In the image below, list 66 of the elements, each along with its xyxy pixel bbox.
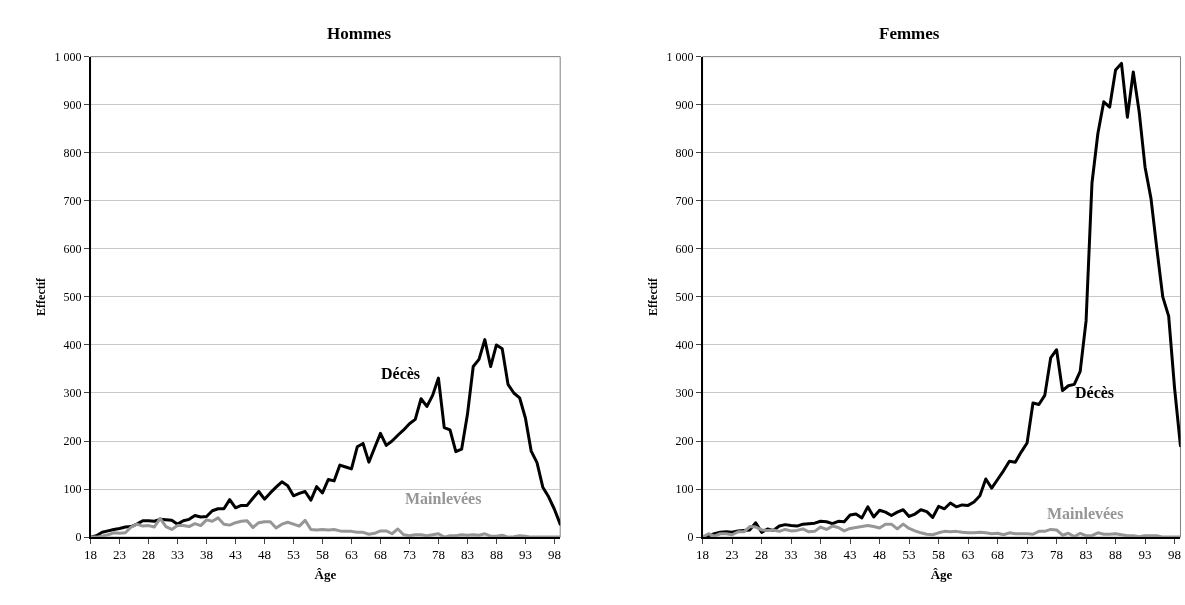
x-tick-label: 68: [991, 547, 1005, 563]
x-tick-label: 88: [1109, 547, 1123, 563]
x-tick-label: 48: [258, 547, 271, 563]
x-tick-label: 33: [171, 547, 185, 563]
x-tick-label: 38: [814, 547, 828, 563]
x-tick-label: 83: [1079, 547, 1093, 563]
x-tick-label: 58: [932, 547, 946, 563]
x-tick-label: 88: [489, 547, 503, 563]
y-tick-label: 100: [63, 482, 82, 497]
y-tick-label: 300: [63, 386, 82, 401]
x-tick-label: 63: [344, 547, 358, 563]
x-tick-label: 78: [1050, 547, 1064, 563]
y-tick-label: 600: [675, 242, 694, 257]
x-tick-label: 58: [315, 547, 329, 563]
y-tick-label: 400: [63, 338, 82, 353]
x-tick-label: 18: [84, 547, 98, 563]
x-tick-label: 18: [696, 547, 710, 563]
y-tick-label: 200: [675, 434, 694, 449]
y-tick-label: 0: [75, 530, 82, 545]
x-axis-title: Âge: [930, 566, 953, 582]
x-tick-label: 53: [286, 547, 300, 563]
series-label: Mainlevées: [1047, 505, 1124, 522]
x-tick-label: 93: [1138, 547, 1152, 563]
x-tick-label: 48: [873, 547, 887, 563]
x-axis-title: Âge: [314, 566, 337, 582]
x-tick-label: 98: [547, 547, 561, 563]
x-tick-label: 28: [755, 547, 769, 563]
y-tick-label: 1 000: [54, 49, 82, 64]
series-label: Décès: [1075, 384, 1115, 401]
x-tick-label: 68: [373, 547, 387, 563]
y-tick-label: 500: [675, 290, 694, 305]
chart-title: Hommes: [327, 24, 392, 43]
y-tick-label: 600: [63, 242, 82, 257]
x-tick-label: 38: [200, 547, 214, 563]
y-tick-label: 700: [675, 193, 694, 208]
y-tick-label: 100: [675, 482, 694, 497]
x-tick-label: 23: [725, 547, 739, 563]
x-tick-label: 53: [902, 547, 916, 563]
y-tick-label: 900: [63, 97, 82, 112]
x-tick-label: 43: [229, 547, 243, 563]
x-tick-label: 43: [843, 547, 857, 563]
x-tick-label: 23: [113, 547, 127, 563]
y-tick-label: 500: [63, 290, 82, 305]
y-tick-label: 800: [675, 145, 694, 160]
y-axis-title: Effectif: [34, 276, 49, 316]
x-tick-label: 78: [431, 547, 445, 563]
y-tick-label: 1 000: [666, 49, 694, 64]
y-axis-title: Effectif: [646, 276, 661, 316]
x-tick-label: 98: [1168, 547, 1182, 563]
x-tick-label: 73: [402, 547, 416, 563]
y-tick-label: 700: [63, 193, 82, 208]
y-tick-label: 900: [675, 97, 694, 112]
x-tick-label: 73: [1020, 547, 1034, 563]
series-label: Décès: [381, 365, 421, 382]
y-tick-label: 200: [63, 434, 82, 449]
chart-title: Femmes: [879, 24, 940, 43]
y-tick-label: 400: [675, 338, 694, 353]
x-tick-label: 28: [142, 547, 156, 563]
x-tick-label: 33: [784, 547, 798, 563]
x-tick-label: 93: [518, 547, 532, 563]
y-tick-label: 0: [687, 530, 694, 545]
series-label: Mainlevées: [405, 490, 482, 507]
x-tick-label: 63: [961, 547, 975, 563]
y-tick-label: 300: [675, 386, 694, 401]
y-tick-label: 800: [63, 145, 82, 160]
x-tick-label: 83: [460, 547, 474, 563]
